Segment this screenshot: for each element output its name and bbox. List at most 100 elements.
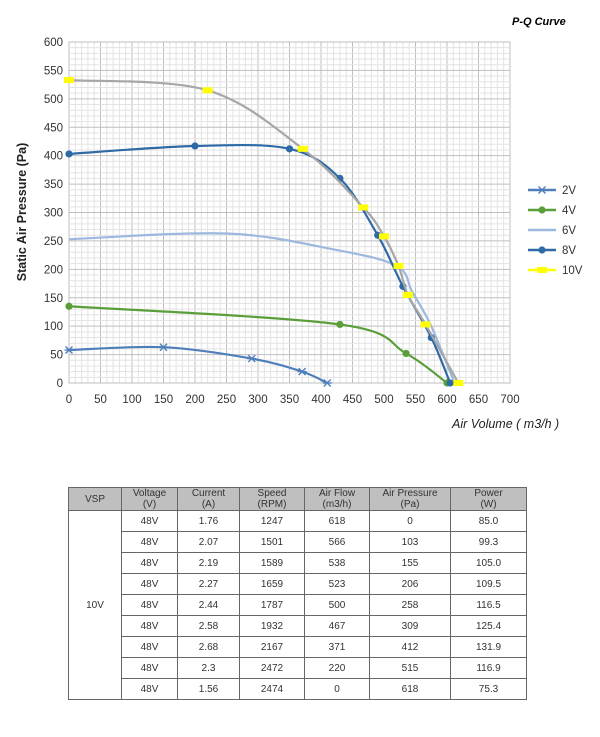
data-point-10V — [358, 204, 369, 211]
table-cell: 0 — [369, 510, 451, 532]
table-cell: 1.76 — [177, 510, 240, 532]
legend-label: 8V — [562, 245, 576, 257]
table-row: 48V 2.58 1932 467 309 125.4 — [69, 615, 527, 637]
table-cell: 515 — [369, 657, 451, 679]
x-tick-label: 350 — [280, 394, 299, 406]
table-cell: 75.3 — [450, 678, 527, 700]
data-point-4V — [538, 206, 546, 214]
table-cell: 85.0 — [450, 510, 527, 532]
pq-chart: P-Q Curve 0 50 100 150 200 250 300 350 400 450 500… — [15, 16, 583, 431]
table-cell: 48V — [121, 678, 178, 700]
table-cell: 500 — [304, 594, 370, 616]
series-10V — [64, 77, 464, 386]
y-tick-label: 50 — [50, 350, 63, 362]
table-cell: 48V — [121, 594, 178, 616]
table-cell: 538 — [304, 552, 370, 574]
data-point-10V — [453, 380, 464, 386]
y-tick-label: 450 — [44, 122, 63, 134]
table-cell: 412 — [369, 636, 451, 658]
table-cell: 566 — [304, 531, 370, 553]
series-line-4V — [68, 305, 448, 384]
table-cell: 2.19 — [177, 552, 240, 574]
x-tick-label: 400 — [311, 394, 330, 406]
data-point-2V — [537, 186, 547, 194]
x-tick-label: 450 — [343, 394, 362, 406]
table-cell: 155 — [369, 552, 451, 574]
table-cell: 131.9 — [450, 636, 527, 658]
table-cell: 618 — [304, 510, 370, 532]
y-tick-label: 250 — [44, 236, 63, 248]
data-point-2V — [64, 346, 74, 355]
y-tick-label: 0 — [57, 378, 63, 390]
data-point-8V — [285, 145, 294, 153]
data-point-2V — [322, 379, 332, 387]
table-row: 48V 2.19 1589 538 155 105.0 — [69, 552, 527, 574]
table-cell: 2.07 — [177, 531, 240, 553]
legend-item-8V: 8V — [528, 245, 576, 257]
x-tick-label: 0 — [66, 394, 72, 406]
table-row: 10V 48V 1.76 1247 618 0 85.0 — [68, 510, 527, 700]
data-point-10V — [202, 87, 213, 94]
y-tick-label: 550 — [44, 65, 63, 77]
table-cell: 48V — [121, 573, 178, 595]
table-row: 48V 2.3 2472 220 515 116.9 — [69, 657, 527, 679]
header-speed: Speed (RPM) — [239, 487, 305, 511]
table-cell: 116.9 — [450, 657, 527, 679]
table-cell: 48V — [121, 657, 178, 679]
x-tick-label: 600 — [437, 394, 456, 406]
x-tick-label: 250 — [217, 394, 236, 406]
x-tick-label: 300 — [248, 394, 267, 406]
data-point-4V — [336, 320, 344, 329]
data-point-8V — [191, 142, 199, 150]
data-point-10V — [297, 145, 308, 152]
table-header-row: VSP Voltage (V) Current (A) Speed (RPM) Air… — [68, 487, 527, 511]
table-cell: 309 — [369, 615, 451, 637]
x-tick-label: 50 — [94, 394, 107, 406]
x-axis-label: Air Volume ( m3/h ) — [451, 417, 559, 431]
table-cell: 523 — [304, 573, 370, 595]
data-point-10V — [379, 233, 389, 240]
header-current: Current (A) — [177, 487, 240, 511]
data-point-10V — [393, 262, 404, 269]
table-cell: 2.68 — [177, 636, 240, 658]
legend-item-10V: 10V — [528, 265, 583, 277]
y-tick-label: 100 — [44, 321, 63, 333]
table-cell: 125.4 — [450, 615, 527, 637]
data-point-4V — [65, 302, 73, 310]
data-point-10V — [402, 291, 413, 298]
data-point-4V — [402, 349, 410, 358]
data-point-2V — [247, 354, 257, 363]
series-2V — [64, 343, 332, 387]
y-tick-label: 350 — [44, 179, 63, 191]
table-row: 48V 2.07 1501 566 103 99.3 — [69, 531, 527, 553]
table-cell: 371 — [304, 636, 370, 658]
table-cell: 1932 — [239, 615, 305, 637]
table-cell: 99.3 — [450, 531, 527, 553]
table-row: 48V 2.68 2167 371 412 131.9 — [69, 636, 527, 658]
series-layer — [64, 77, 464, 387]
table-cell: 48V — [121, 552, 178, 574]
table-cell: 2.27 — [177, 573, 240, 595]
table-cell: 105.0 — [450, 552, 527, 574]
table-row: 48V 2.27 1659 523 206 109.5 — [69, 573, 527, 595]
header-air-flow: Air Flow (m3/h) — [304, 487, 370, 511]
axis-ticks: 0 50 100 150 200 250 300 350 400 450 500 550 600 650 7… — [44, 37, 520, 406]
legend-item-2V: 2V — [528, 185, 576, 197]
data-point-8V — [538, 246, 546, 254]
table-body: 10V 48V 1.76 1247 618 0 85.0 48V 2.07 1501 566 103 9… — [68, 510, 527, 700]
vsp-cell: 10V — [68, 510, 122, 700]
data-point-8V — [446, 379, 454, 387]
y-tick-label: 600 — [44, 37, 63, 49]
x-tick-label: 650 — [469, 394, 488, 406]
table-cell: 220 — [304, 657, 370, 679]
x-tick-label: 700 — [500, 394, 519, 406]
table-row: 48V 2.44 1787 500 258 116.5 — [69, 594, 527, 616]
legend-item-6V: 6V — [528, 225, 576, 237]
table-cell: 48V — [121, 510, 178, 532]
x-tick-label: 100 — [122, 394, 141, 406]
table-cell: 2474 — [239, 678, 305, 700]
legend-label: 6V — [562, 225, 576, 237]
y-tick-label: 400 — [44, 151, 63, 163]
header-vsp: VSP — [68, 487, 122, 511]
table-cell: 2.3 — [177, 657, 240, 679]
